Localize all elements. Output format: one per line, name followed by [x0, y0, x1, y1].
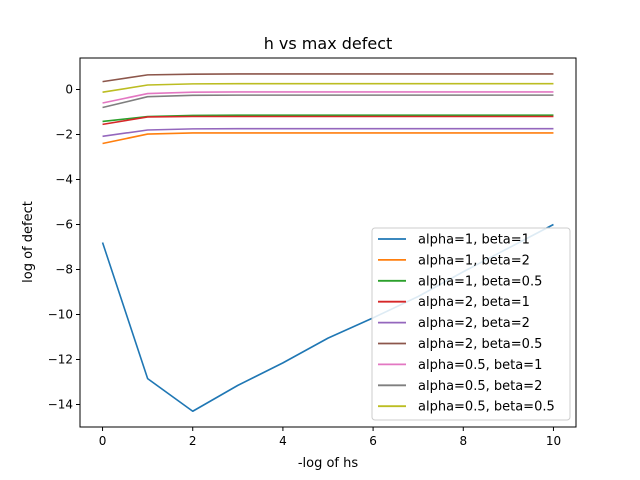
y-tick-label: −10 [48, 308, 73, 322]
plot-area-frame [79, 57, 577, 428]
x-tick-label: 10 [546, 434, 561, 448]
legend-label: alpha=0.5, beta=0.5 [418, 400, 555, 415]
y-tick-label: 0 [65, 83, 73, 97]
y-tick-label: −4 [55, 173, 73, 187]
chart-title: h vs max defect [264, 34, 393, 53]
legend-box [371, 227, 571, 421]
series-line-9 [102, 82, 554, 93]
x-axis: 0 2 4 6 8 10 [99, 427, 561, 448]
legend-label: alpha=0.5, beta=2 [418, 379, 542, 394]
y-tick-label: −14 [48, 398, 73, 412]
series-line-2 [102, 132, 554, 145]
y-tick-label: −6 [55, 218, 73, 232]
y-axis: 0 −2 −4 −6 −8 −10 −12 −14 [48, 83, 80, 412]
series-line-3 [102, 114, 554, 123]
x-tick-label: 0 [99, 434, 107, 448]
y-axis-label: log of defect [21, 201, 36, 283]
x-tick-label: 8 [459, 434, 467, 448]
y-tick-label: −12 [48, 353, 73, 367]
series-line-5 [102, 127, 554, 138]
series-line-7 [102, 91, 554, 104]
series-line-8 [102, 94, 554, 109]
series-layer [101, 73, 554, 413]
legend-label: alpha=0.5, beta=1 [418, 358, 542, 373]
legend: alpha=1, beta=1 alpha=1, beta=2 alpha=1, b… [371, 227, 571, 421]
x-axis-label: -log of hs [298, 456, 359, 471]
legend-label: alpha=1, beta=0.5 [418, 274, 542, 289]
y-tick-label: −2 [55, 128, 73, 142]
legend-label: alpha=2, beta=2 [418, 316, 530, 331]
y-tick-label: −8 [55, 263, 73, 277]
legend-label: alpha=2, beta=0.5 [418, 337, 542, 352]
x-tick-label: 6 [369, 434, 377, 448]
series-line-4 [102, 115, 554, 126]
series-line-6 [102, 73, 554, 83]
x-tick-label: 2 [189, 434, 197, 448]
x-tick-label: 4 [279, 434, 287, 448]
legend-label: alpha=2, beta=1 [418, 295, 530, 310]
legend-label: alpha=1, beta=2 [418, 253, 530, 268]
legend-label: alpha=1, beta=1 [418, 233, 530, 248]
